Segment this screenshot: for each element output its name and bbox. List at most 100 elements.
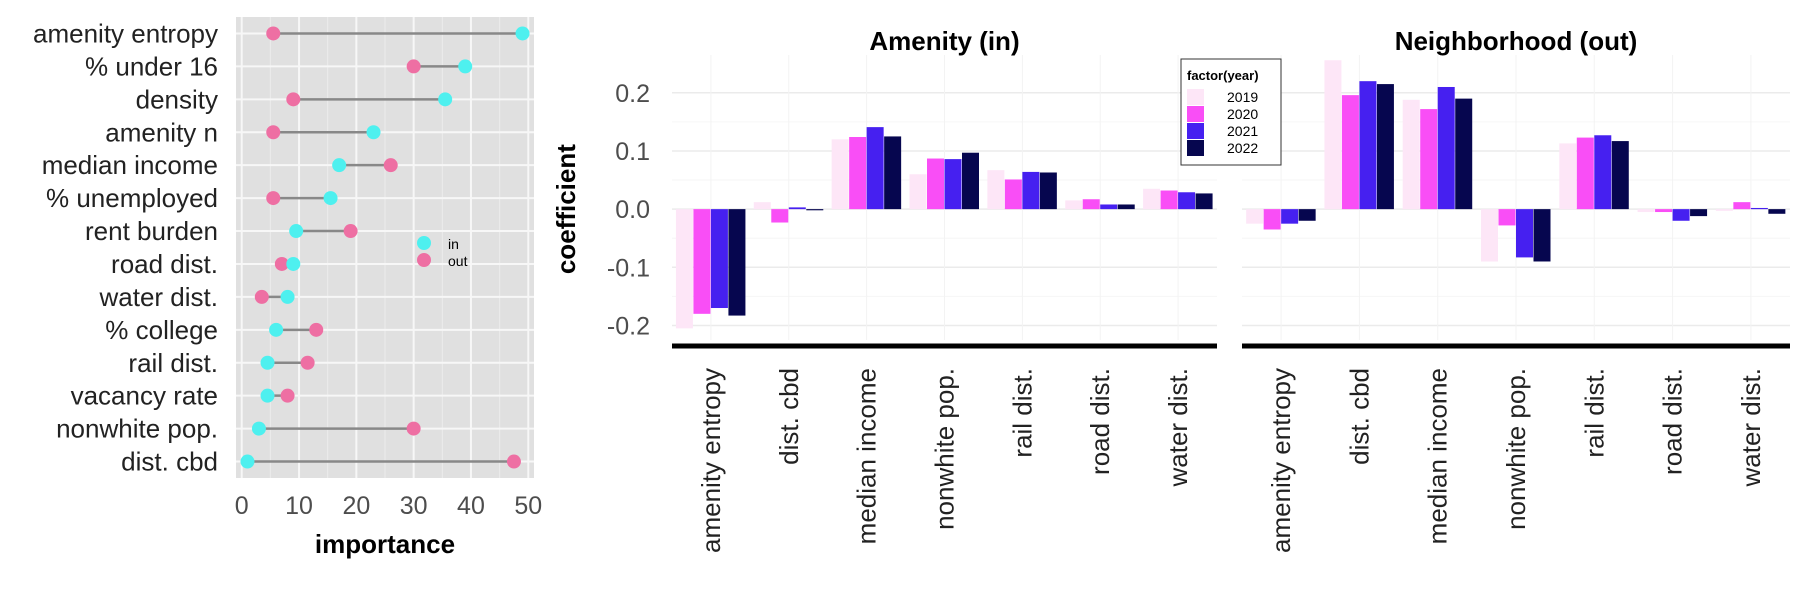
point-out-rent-burden [343,224,358,239]
point-in-amenity-entropy [515,26,530,41]
legend-label-2021: 2021 [1227,123,1258,139]
bar-amenity-in-dist-cbd-2020 [771,209,789,223]
bar-neighborhood-out-rail-dist-2022 [1611,141,1629,210]
point-in-dist-cbd [240,454,255,469]
category-label: road dist. [1085,368,1115,475]
category-label: rail dist. [1007,368,1037,458]
bar-amenity-in-dist-cbd-2022 [806,209,824,211]
legend-label-in: in [448,236,459,252]
category-label: water dist. [1163,368,1193,488]
category-label: amenity entropy [33,18,218,48]
facet-amenity-in: amenity entropy dist. cbd median income non… [672,26,1217,553]
category-label: rent burden [85,216,218,246]
legend-key-2021 [1187,123,1204,139]
bar-amenity-in-amenity-entropy-2020 [693,209,711,314]
y-tick-label: 0.0 [615,196,650,224]
category-label: % under 16 [85,51,218,81]
bar-amenity-in-water-dist-2020 [1160,190,1178,210]
bar-neighborhood-out-water-dist-2019 [1715,209,1733,211]
bar-neighborhood-out-dist-cbd-2021 [1359,81,1377,210]
y-axis-title: coefficient [551,144,581,274]
point-out-pct-college [309,322,324,337]
bar-amenity-in-nonwhite-pop-2022 [962,152,979,210]
category-label: median income [1423,368,1453,544]
bar-amenity-in-water-dist-2022 [1195,193,1213,210]
x-tick-label: 30 [400,492,428,520]
point-in-water-dist [280,289,295,304]
bar-amenity-in-road-dist-2019 [1065,200,1083,210]
point-in-pct-under-16 [458,59,473,74]
point-in-amenity-n [366,125,381,140]
bar-neighborhood-out-dist-cbd-2020 [1341,95,1359,210]
point-out-density [286,92,301,107]
category-label: median income [852,368,882,544]
legend-label-2020: 2020 [1227,106,1258,122]
category-label: nonwhite pop. [930,368,960,530]
legend-key-2022 [1187,140,1204,156]
bar-neighborhood-out-dist-cbd-2019 [1324,60,1342,210]
facet-title: Amenity (in) [869,26,1019,56]
point-out-amenity-n [266,125,281,140]
point-out-dist-cbd [506,454,521,469]
category-label: dist. cbd [121,447,218,477]
importance-panel: amenity entropy% under 16densityamenity … [33,17,542,559]
y-tick-label: 0.1 [615,138,650,166]
bar-amenity-in-dist-cbd-2021 [788,207,806,210]
bar-amenity-in-rail-dist-2019 [987,170,1005,210]
category-label: road dist. [1658,368,1688,475]
y-tick-label: -0.2 [607,312,650,340]
bar-neighborhood-out-water-dist-2021 [1750,207,1768,210]
bar-neighborhood-out-dist-cbd-2022 [1376,84,1394,210]
bar-neighborhood-out-median-income-2020 [1420,109,1438,210]
bar-amenity-in-median-income-2021 [866,127,884,210]
point-in-rail-dist [260,355,275,370]
point-out-pct-under-16 [406,59,421,74]
bar-amenity-in-road-dist-2022 [1117,204,1135,210]
point-in-pct-college [269,322,284,337]
bar-neighborhood-out-water-dist-2022 [1768,209,1786,214]
category-label: water dist. [99,282,219,312]
bar-neighborhood-out-median-income-2019 [1402,99,1420,210]
category-label: rail dist. [128,348,218,378]
point-in-vacancy-rate [260,388,275,403]
category-label: amenity entropy [696,368,726,553]
bar-neighborhood-out-nonwhite-pop-2021 [1516,209,1533,258]
category-label: median income [42,150,218,180]
point-out-amenity-entropy [266,26,281,41]
point-in-density [438,92,453,107]
x-tick-label: 10 [285,492,313,520]
bar-amenity-in-median-income-2022 [884,136,902,210]
category-label: vacancy rate [71,381,218,411]
point-out-rail-dist [300,355,315,370]
bar-amenity-in-rail-dist-2022 [1039,172,1057,210]
point-in-rent-burden [289,224,304,239]
bar-amenity-in-road-dist-2020 [1082,199,1100,210]
bar-amenity-in-median-income-2020 [849,137,867,210]
category-label: nonwhite pop. [1501,368,1531,530]
category-label: dist. cbd [1344,368,1374,465]
bar-amenity-in-rail-dist-2020 [1004,179,1022,210]
bar-neighborhood-out-rail-dist-2019 [1559,143,1577,210]
point-out-median-income [383,158,398,173]
point-in-pct-unemployed [323,191,338,206]
legend-title: factor(year) [1187,68,1259,83]
x-tick-label: 40 [457,492,485,520]
bar-amenity-in-amenity-entropy-2022 [728,209,746,316]
category-label: road dist. [111,249,218,279]
bar-amenity-in-amenity-entropy-2021 [710,209,728,309]
point-in-nonwhite-pop [251,421,266,436]
category-label: nonwhite pop. [56,414,218,444]
bar-amenity-in-nonwhite-pop-2021 [944,159,962,210]
point-out-nonwhite-pop [406,421,421,436]
bar-amenity-in-nonwhite-pop-2019 [909,174,927,210]
bar-neighborhood-out-amenity-entropy-2019 [1246,209,1264,224]
bar-amenity-in-nonwhite-pop-2020 [927,158,944,210]
facet-neighborhood-out: amenity entropy dist. cbd median income non… [1242,26,1790,553]
x-axis-title: importance [315,529,455,559]
bar-neighborhood-out-nonwhite-pop-2022 [1533,209,1551,262]
category-label: amenity entropy [1266,368,1296,553]
bar-neighborhood-out-amenity-entropy-2020 [1263,209,1281,230]
category-label: density [136,84,218,114]
legend-key-2020 [1187,106,1204,122]
